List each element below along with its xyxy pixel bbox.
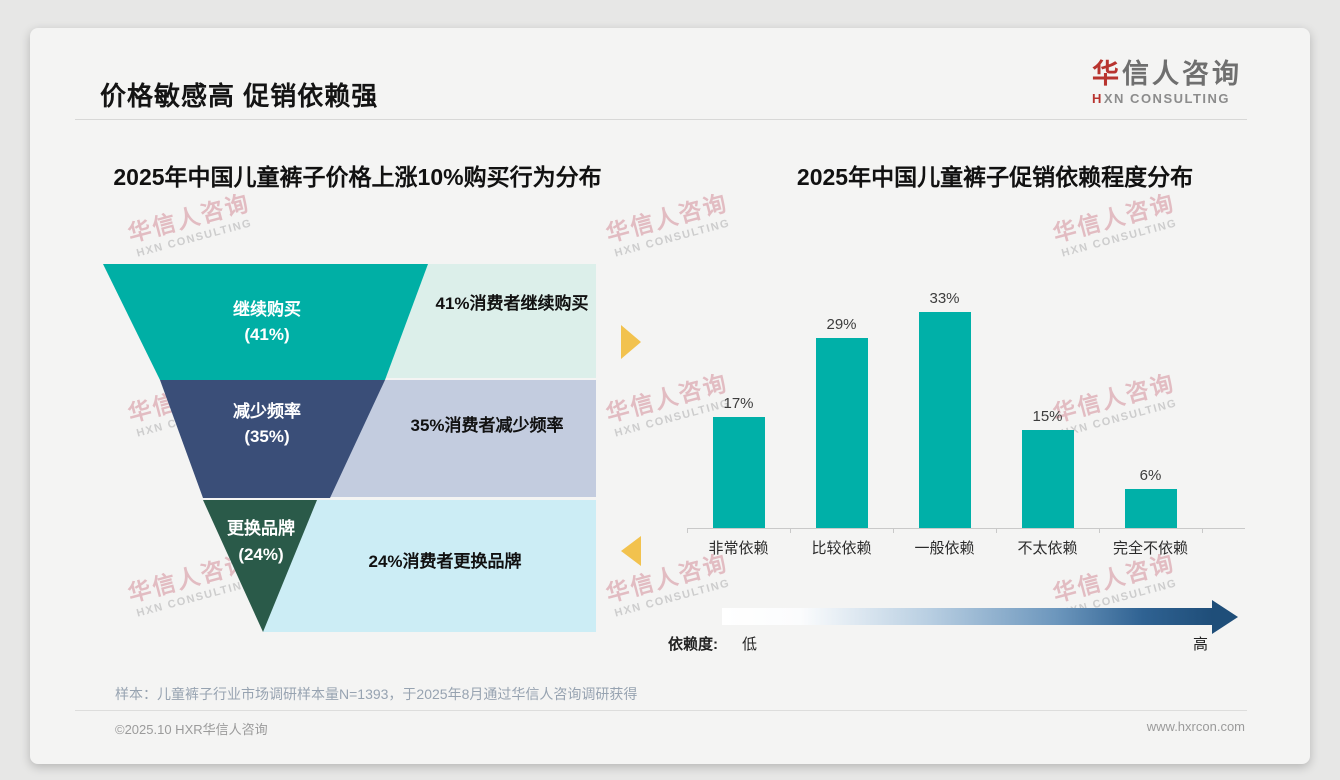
- axis-tick: [996, 528, 997, 533]
- funnel-desc-3: 24%消费者更换品牌: [368, 551, 521, 571]
- logo-h-mark: H: [1092, 90, 1103, 106]
- funnel-desc-box-3: [263, 500, 596, 632]
- funnel-segment-1: [103, 264, 428, 380]
- x-axis-label: 一般依赖: [914, 540, 975, 557]
- axis-tick: [1202, 528, 1203, 533]
- slide-card: 华信人咨询 HXN CONSULTING 华信人咨询 HXN CONSULTING 华信…: [30, 28, 1310, 764]
- bar-group: 15%: [996, 284, 1099, 528]
- sample-footnote: 样本：儿童裤子行业市场调研样本量N=1393，于2025年8月通过华信人咨询调研…: [115, 686, 638, 702]
- gradient-legend-label: 依赖度:: [668, 636, 718, 653]
- header-divider: [75, 119, 1247, 120]
- bar-group: 29%: [790, 284, 893, 528]
- axis-tick: [687, 528, 688, 533]
- logo-en-text: HXN CONSULTING: [1092, 91, 1242, 106]
- x-axis-label: 非常依赖: [708, 540, 769, 557]
- axis-tick: [1099, 528, 1100, 533]
- x-axis-label: 完全不依赖: [1112, 540, 1188, 557]
- dependency-gradient-bar: [722, 608, 1212, 625]
- dependency-gradient-arrowhead-icon: [1212, 600, 1238, 634]
- funnel-segment-2: [160, 380, 385, 498]
- funnel-stage-1-pct: (41%): [244, 325, 289, 344]
- bar: [1124, 488, 1177, 528]
- logo-en-rest: XN CONSULTING: [1103, 90, 1231, 106]
- footer-copyright: ©2025.10 HXR华信人咨询: [115, 722, 268, 737]
- funnel-desc-1: 41%消费者继续购买: [435, 293, 588, 313]
- bar-value-label: 17%: [723, 394, 754, 412]
- bar: [815, 338, 868, 528]
- funnel-desc-2: 35%消费者减少频率: [410, 415, 563, 435]
- bar-value-label: 29%: [826, 316, 857, 334]
- axis-tick: [790, 528, 791, 533]
- left-chart-title: 2025年中国儿童裤子价格上涨10%购买行为分布: [113, 164, 602, 190]
- bar-group: 17%: [687, 284, 790, 528]
- x-axis-label: 不太依赖: [1017, 540, 1078, 557]
- funnel-stage-1-label: 继续购买: [233, 299, 301, 319]
- funnel-segment-3: [203, 500, 317, 632]
- x-axis-labels: 非常依赖 比较依赖 一般依赖 不太依赖 完全不依赖: [687, 537, 1202, 558]
- bars-row: 17% 29% 33% 15% 6%: [687, 284, 1202, 528]
- gold-arrow-right-icon: [621, 325, 641, 359]
- gradient-legend-high: 高: [1193, 636, 1209, 653]
- bar-value-label: 33%: [929, 289, 960, 307]
- bar: [918, 311, 971, 528]
- footer-website: www.hxrcon.com: [1146, 719, 1245, 734]
- axis-tick: [893, 528, 894, 533]
- bar-value-label: 15%: [1032, 407, 1063, 425]
- x-axis: [687, 528, 1245, 533]
- bar-group: 33%: [893, 284, 996, 528]
- funnel-stage-3-pct: (24%): [238, 545, 283, 564]
- funnel-stage-3-label: 更换品牌: [227, 518, 295, 538]
- x-axis-label: 比较依赖: [811, 540, 872, 557]
- watermark-en: HXN CONSULTING: [135, 217, 254, 260]
- logo-cn-text: 华信人咨询: [1092, 59, 1242, 90]
- logo-accent-char: 华: [1092, 59, 1122, 89]
- bar-chart: 17% 29% 33% 15% 6% 非常依赖 比较依赖 一般依赖 不太依赖 完全不依赖: [687, 284, 1245, 558]
- logo-cn-rest: 信人咨询: [1122, 59, 1242, 89]
- funnel-stage-2-pct: (35%): [244, 427, 289, 446]
- page-title: 价格敏感高 促销依赖强: [100, 81, 379, 111]
- footer-divider: [75, 710, 1247, 711]
- gradient-legend-low: 低: [742, 636, 758, 653]
- gold-arrow-left-icon: [621, 536, 641, 566]
- company-logo: 华信人咨询 HXN CONSULTING: [1092, 59, 1242, 106]
- bar: [712, 416, 765, 528]
- bar: [1021, 429, 1074, 528]
- bar-group: 6%: [1099, 284, 1202, 528]
- funnel-chart: 继续购买 (41%) 减少频率 (35%) 更换品牌 (24%) 41%消费者继…: [100, 262, 600, 634]
- funnel-stage-2-label: 减少频率: [233, 401, 301, 421]
- bar-value-label: 6%: [1139, 466, 1162, 484]
- right-chart-title: 2025年中国儿童裤子促销依赖程度分布: [796, 164, 1194, 190]
- watermark-en: HXN CONSULTING: [613, 217, 732, 260]
- watermark-en: HXN CONSULTING: [1060, 217, 1179, 260]
